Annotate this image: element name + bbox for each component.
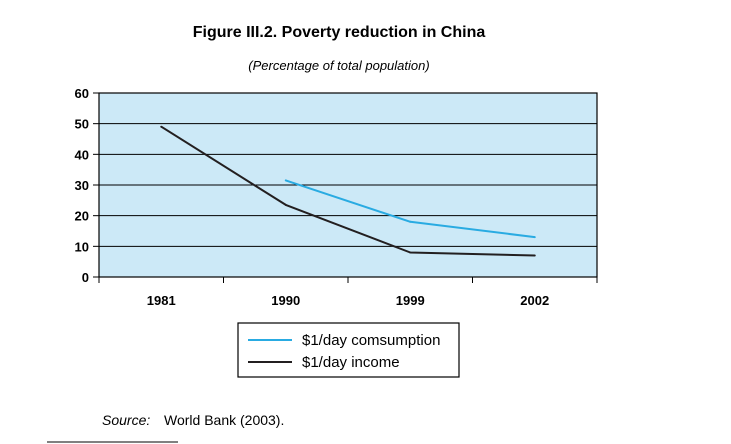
x-tick-label-1990: 1990 <box>271 293 300 308</box>
legend: $1/day comsumption $1/day income <box>237 322 460 378</box>
data-point-1-1999 <box>409 251 412 254</box>
y-tick-label-50: 50 <box>75 117 89 132</box>
y-tick-label-40: 40 <box>75 147 89 162</box>
y-tick-label-10: 10 <box>75 239 89 254</box>
legend-label-income: $1/day income <box>302 354 400 371</box>
data-point-1-1990 <box>284 203 287 206</box>
y-tick-label-20: 20 <box>75 209 89 224</box>
x-tick-label-1981: 1981 <box>147 293 176 308</box>
chart-title: Figure III.2. Poverty reduction in China <box>193 24 486 41</box>
y-tick-label-0: 0 <box>82 270 89 285</box>
chart-subtitle: (Percentage of total population) <box>248 58 429 73</box>
x-tick-label-2002: 2002 <box>520 293 549 308</box>
x-tick-label-1999: 1999 <box>396 293 425 308</box>
data-point-0-1990 <box>284 179 287 182</box>
legend-label-consumption: $1/day comsumption <box>302 332 440 349</box>
plot-area: 0 10 20 30 40 50 60 1981 1990 1999 2002 <box>75 86 598 308</box>
series-line-1 <box>160 125 535 257</box>
y-tick-label-30: 30 <box>75 178 89 193</box>
data-point-0-1999 <box>409 220 412 223</box>
data-point-0-2002 <box>533 236 536 239</box>
legend-box <box>237 322 460 378</box>
y-tick-label-60: 60 <box>75 86 89 101</box>
data-point-1-1981 <box>160 125 163 128</box>
source-text: World Bank (2003). <box>164 412 284 428</box>
source-label: Source: <box>102 412 150 428</box>
data-point-1-2002 <box>533 254 536 257</box>
